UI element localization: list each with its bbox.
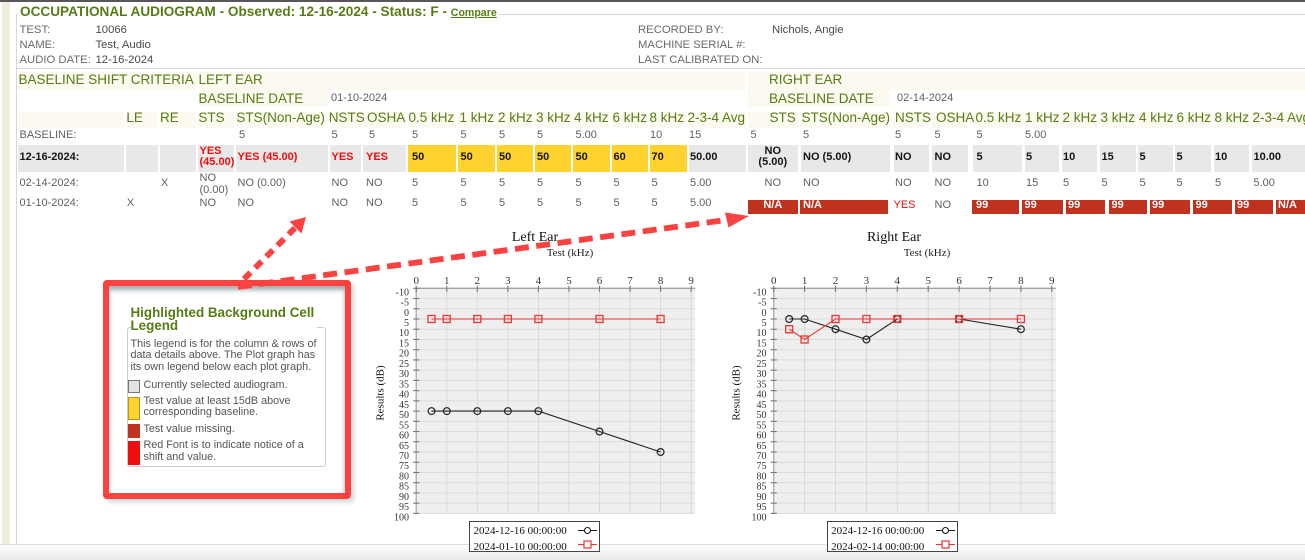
svg-text:65: 65 [399, 441, 409, 452]
svg-text:25: 25 [757, 359, 767, 370]
svg-text:95: 95 [399, 502, 409, 513]
svg-text:100: 100 [394, 512, 409, 523]
svg-text:40: 40 [399, 390, 409, 401]
svg-text:7: 7 [987, 275, 993, 287]
svg-text:Results (dB): Results (dB) [731, 365, 743, 421]
svg-text:75: 75 [757, 461, 767, 472]
svg-text:85: 85 [399, 482, 409, 493]
svg-text:8: 8 [658, 275, 664, 287]
svg-text:30: 30 [757, 369, 767, 380]
svg-text:7: 7 [627, 275, 633, 287]
svg-text:3: 3 [505, 275, 511, 287]
svg-text:-10: -10 [753, 287, 766, 298]
svg-text:20: 20 [399, 349, 409, 360]
svg-text:90: 90 [757, 492, 767, 503]
svg-text:70: 70 [399, 451, 409, 462]
svg-text:Results (dB): Results (dB) [375, 365, 387, 421]
svg-text:5: 5 [925, 275, 931, 287]
svg-text:0: 0 [762, 308, 767, 319]
svg-text:15: 15 [757, 338, 767, 349]
svg-text:-5: -5 [401, 298, 409, 309]
svg-text:95: 95 [757, 502, 767, 513]
svg-text:40: 40 [757, 390, 767, 401]
svg-text:0: 0 [404, 308, 409, 319]
svg-text:Right Ear: Right Ear [867, 230, 921, 245]
svg-text:20: 20 [757, 349, 767, 360]
svg-text:35: 35 [757, 379, 767, 390]
svg-text:5: 5 [762, 318, 767, 329]
svg-text:45: 45 [399, 400, 409, 411]
svg-text:50: 50 [399, 410, 409, 421]
svg-text:55: 55 [399, 420, 409, 431]
svg-text:35: 35 [399, 379, 409, 390]
svg-text:8: 8 [1018, 275, 1024, 287]
svg-text:-10: -10 [396, 287, 409, 298]
svg-text:6: 6 [597, 275, 603, 287]
svg-text:90: 90 [399, 492, 409, 503]
svg-text:5: 5 [566, 275, 572, 287]
svg-text:Left Ear: Left Ear [512, 230, 559, 245]
svg-text:Test (kHz): Test (kHz) [904, 247, 951, 259]
svg-text:0: 0 [771, 275, 777, 287]
svg-text:70: 70 [757, 451, 767, 462]
svg-text:45: 45 [757, 400, 767, 411]
svg-text:30: 30 [399, 369, 409, 380]
svg-text:-5: -5 [758, 298, 766, 309]
svg-text:85: 85 [757, 482, 767, 493]
svg-text:65: 65 [757, 441, 767, 452]
svg-text:10: 10 [399, 328, 409, 339]
svg-text:80: 80 [399, 471, 409, 482]
svg-text:10: 10 [757, 328, 767, 339]
svg-text:15: 15 [399, 338, 409, 349]
svg-text:9: 9 [688, 275, 694, 287]
svg-text:60: 60 [757, 431, 767, 442]
svg-text:2: 2 [475, 275, 481, 287]
svg-text:80: 80 [757, 471, 767, 482]
svg-text:100: 100 [752, 512, 767, 523]
svg-text:4: 4 [536, 275, 542, 287]
svg-text:Test (kHz): Test (kHz) [547, 247, 594, 259]
svg-text:60: 60 [399, 431, 409, 442]
svg-text:9: 9 [1049, 275, 1055, 287]
svg-text:3: 3 [864, 275, 870, 287]
svg-text:1: 1 [802, 275, 808, 287]
svg-text:0: 0 [413, 275, 419, 287]
svg-text:1: 1 [444, 275, 450, 287]
svg-text:50: 50 [757, 410, 767, 421]
svg-text:25: 25 [399, 359, 409, 370]
svg-text:55: 55 [757, 420, 767, 431]
svg-text:75: 75 [399, 461, 409, 472]
svg-text:6: 6 [956, 275, 962, 287]
svg-text:4: 4 [895, 275, 901, 287]
svg-text:5: 5 [404, 318, 409, 329]
svg-text:2: 2 [833, 275, 839, 287]
